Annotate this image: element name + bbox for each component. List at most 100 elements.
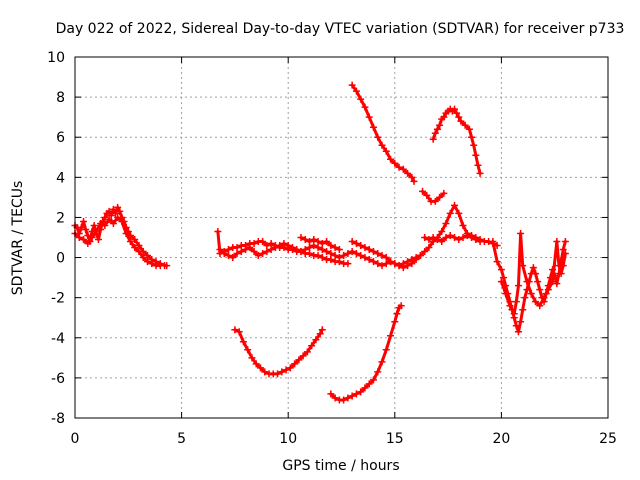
data-point xyxy=(340,396,348,404)
data-point xyxy=(421,234,429,241)
data-point xyxy=(474,161,482,169)
data-point xyxy=(497,278,505,286)
data-point xyxy=(459,221,467,229)
data-point xyxy=(116,207,124,215)
data-point xyxy=(250,248,258,256)
data-point xyxy=(470,141,478,149)
data-point xyxy=(252,360,260,368)
data-point xyxy=(512,298,520,306)
data-point xyxy=(299,352,307,360)
data-point xyxy=(357,252,365,260)
data-point xyxy=(433,125,441,133)
data-point xyxy=(361,254,369,262)
data-point xyxy=(280,240,288,248)
data-point xyxy=(306,250,314,258)
data-point xyxy=(107,211,115,219)
data-point xyxy=(112,209,120,217)
data-point xyxy=(404,169,412,177)
data-point xyxy=(282,366,290,374)
data-point xyxy=(382,147,390,155)
data-point xyxy=(440,189,448,197)
x-tick-label: 15 xyxy=(386,431,404,447)
y-tick-labels: -8 -6 -4 -2 0 2 4 6 8 10 xyxy=(47,50,65,427)
y-tick-label: 0 xyxy=(56,251,65,267)
data-point xyxy=(455,236,463,244)
data-point xyxy=(425,244,433,252)
data-point xyxy=(297,248,305,256)
data-point xyxy=(101,213,109,221)
axis-ticks xyxy=(74,56,609,419)
data-point xyxy=(267,246,275,254)
series-5 xyxy=(297,234,343,254)
data-point xyxy=(559,246,567,254)
data-point xyxy=(344,394,352,402)
data-point xyxy=(512,322,520,330)
data-point xyxy=(391,260,399,268)
data-point xyxy=(314,244,322,252)
data-point xyxy=(549,278,557,286)
data-point xyxy=(256,364,264,372)
x-tick-label: 0 xyxy=(71,431,80,447)
data-point xyxy=(561,250,569,258)
data-point xyxy=(532,298,540,306)
data-point xyxy=(233,250,241,258)
data-point xyxy=(109,219,117,227)
data-point xyxy=(312,336,320,344)
data-point xyxy=(468,234,476,241)
series-trace xyxy=(350,83,416,183)
data-point xyxy=(553,238,561,246)
data-point xyxy=(284,242,292,250)
data-point xyxy=(352,250,360,258)
data-point xyxy=(237,248,245,256)
data-point xyxy=(527,290,535,298)
data-point xyxy=(457,117,465,125)
data-point xyxy=(276,242,284,250)
data-point xyxy=(440,113,448,121)
data-point xyxy=(88,234,96,241)
data-point xyxy=(303,348,311,356)
data-point xyxy=(331,244,339,252)
series-3 xyxy=(214,227,352,268)
data-point xyxy=(382,260,390,268)
data-point xyxy=(431,129,439,137)
data-point xyxy=(523,278,531,286)
data-point xyxy=(517,229,525,237)
x-tick-label: 20 xyxy=(492,431,510,447)
x-tick-labels: 0 5 10 15 20 25 xyxy=(71,431,617,447)
data-point xyxy=(316,330,324,338)
data-point xyxy=(323,248,331,256)
series-trace xyxy=(329,304,403,402)
data-point xyxy=(521,294,529,302)
data-point xyxy=(101,221,109,229)
data-point xyxy=(308,342,316,350)
data-point xyxy=(131,244,139,252)
data-point xyxy=(399,165,407,173)
data-point xyxy=(404,262,412,270)
data-point xyxy=(391,159,399,167)
data-point xyxy=(352,87,360,95)
data-point xyxy=(126,238,134,246)
data-point xyxy=(423,191,431,199)
data-point xyxy=(314,252,322,260)
data-point xyxy=(109,205,117,213)
series-11 xyxy=(419,187,448,205)
data-point xyxy=(310,242,318,250)
data-point xyxy=(229,254,237,262)
data-point xyxy=(327,242,335,250)
data-point xyxy=(446,231,454,239)
data-point xyxy=(352,240,360,248)
data-point xyxy=(365,380,373,388)
data-point xyxy=(327,390,335,398)
data-point xyxy=(553,280,561,288)
series-4 xyxy=(216,240,424,270)
data-point xyxy=(455,113,463,121)
data-point xyxy=(419,187,427,195)
data-point xyxy=(344,260,352,268)
data-point xyxy=(446,209,454,217)
data-point xyxy=(438,227,446,235)
data-point xyxy=(352,390,360,398)
data-point xyxy=(318,326,326,334)
x-tick-label: 25 xyxy=(599,431,617,447)
data-point xyxy=(92,227,100,235)
data-point xyxy=(365,246,373,254)
